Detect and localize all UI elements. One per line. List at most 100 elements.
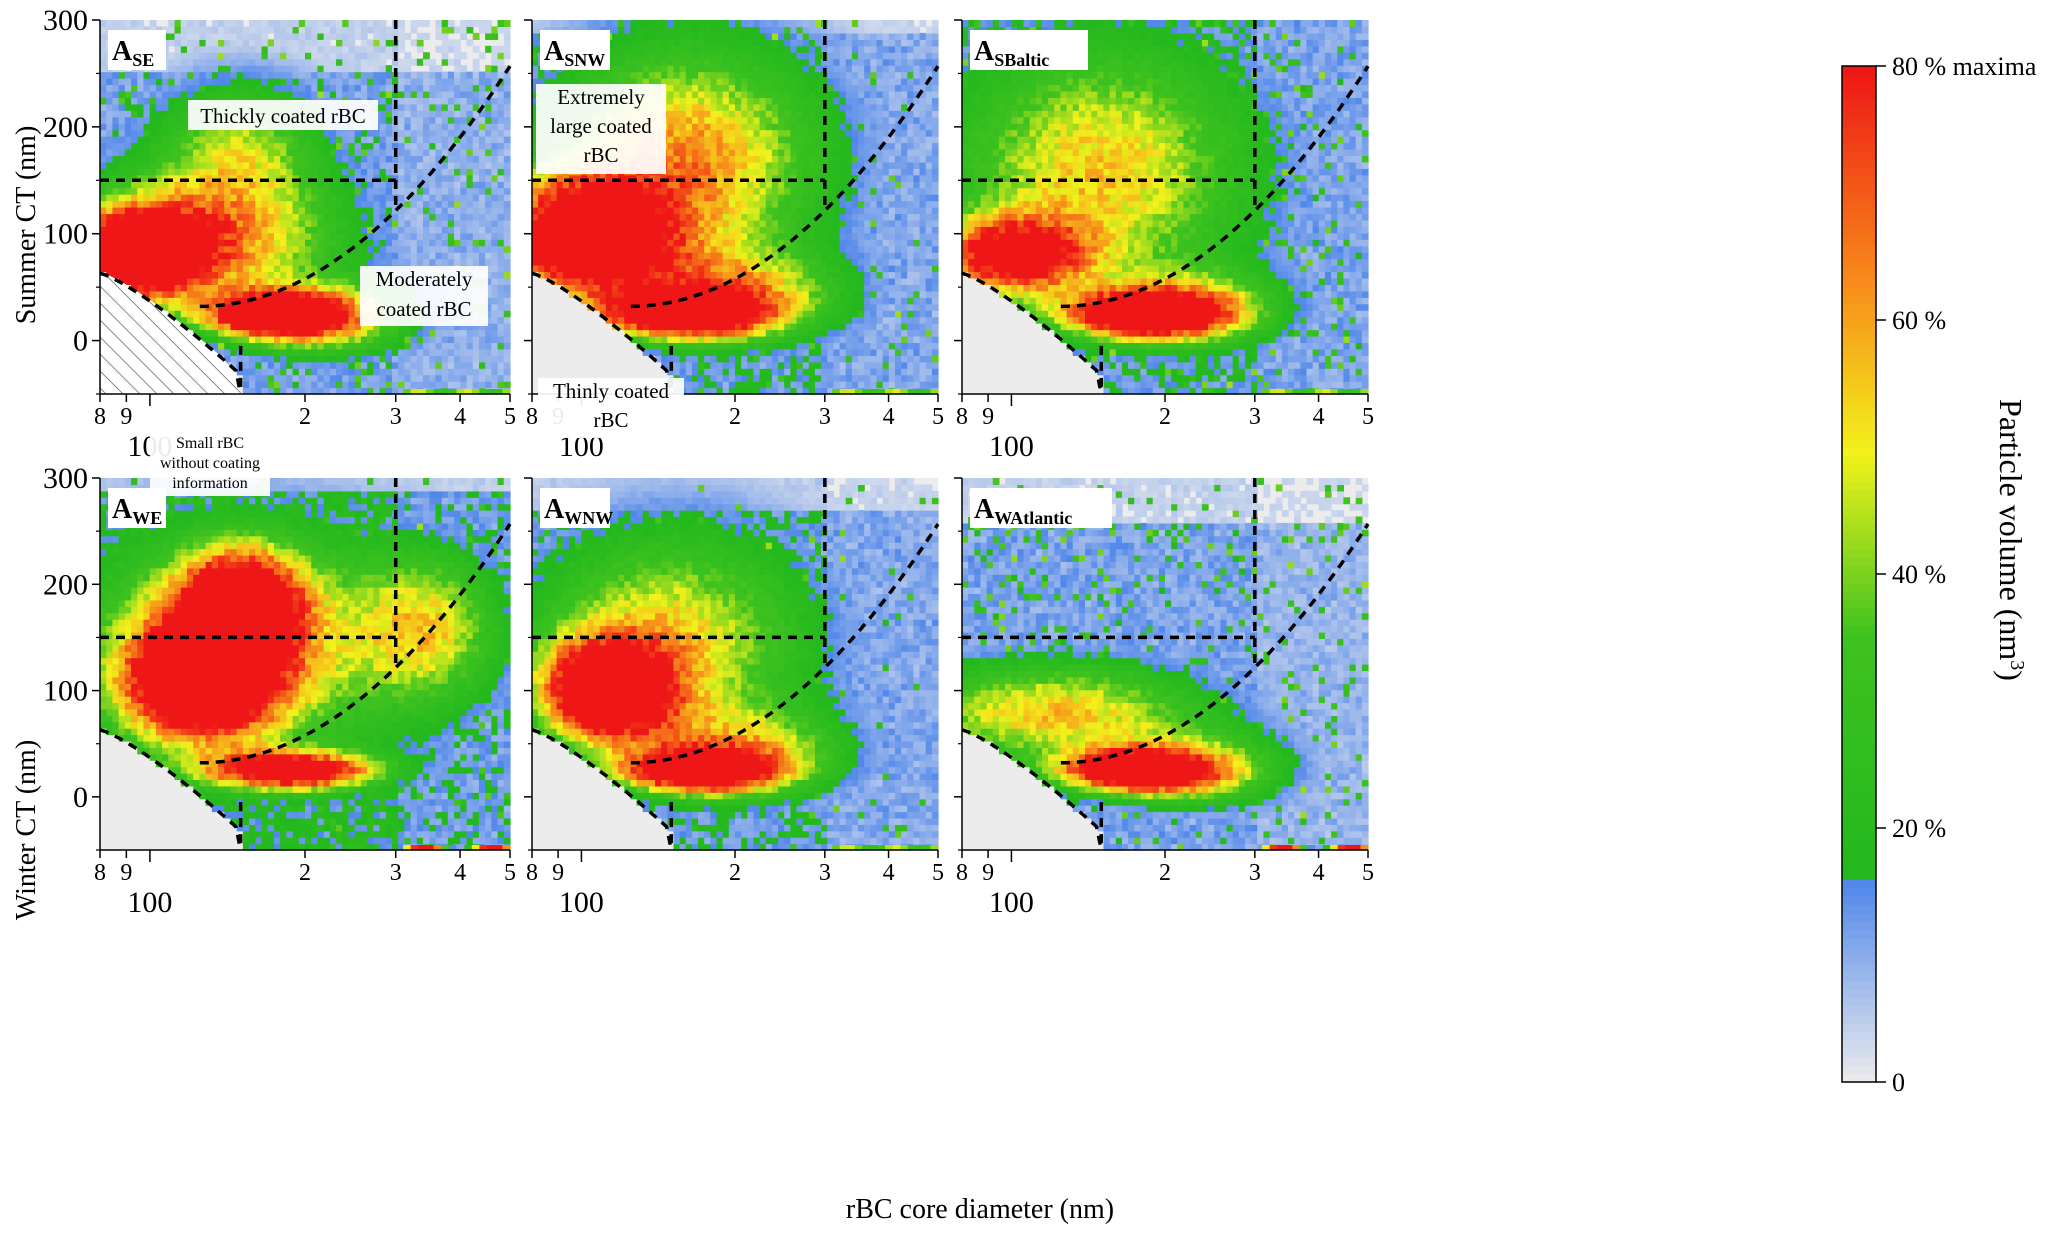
heatmap-cell [685,187,693,195]
heatmap-cell [273,335,281,344]
heatmap-cell [100,103,107,111]
heatmap-cell [379,103,387,111]
heatmap-cell [648,342,656,350]
heatmap-cell [336,303,343,311]
heatmap-cell [211,258,219,266]
heatmap-cell [211,277,219,285]
heatmap-cell [667,39,675,47]
heatmap-cell [673,355,681,363]
heatmap-cell [193,265,200,273]
heatmap-cell [280,252,287,260]
heatmap-cell [556,71,564,79]
heatmap-cell [186,161,194,169]
heatmap-cell [224,71,232,79]
heatmap-cell [249,26,256,34]
heatmap-cell [679,142,687,150]
heatmap-cell [373,136,381,144]
heatmap-cell [249,316,256,324]
heatmap-cell [667,316,675,324]
heatmap-cell [342,348,350,356]
heatmap-cell [491,26,499,34]
heatmap-cell [186,181,194,189]
heatmap-cell [317,342,325,350]
heatmap-cell [441,213,449,221]
heatmap-cell [460,219,468,227]
heatmap-cell [336,136,343,144]
heatmap-cell [193,232,200,240]
heatmap-cell [404,329,412,337]
heatmap-cell [454,123,461,131]
heatmap-cell [441,71,449,79]
heatmap-cell [174,65,182,73]
heatmap-cell [673,45,681,53]
heatmap-cell [661,200,668,208]
heatmap-cell [454,39,461,47]
heatmap-cell [186,129,194,137]
heatmap-cell [311,219,319,227]
heatmap-cell [679,194,687,202]
heatmap-cell [329,323,337,331]
heatmap-cell [491,265,499,273]
heatmap-cell [398,103,405,111]
heatmap-cell [698,329,705,337]
heatmap-cell [354,78,362,86]
heatmap-cell [298,213,306,221]
heatmap-cell [497,187,505,195]
heatmap-cell [317,142,325,150]
heatmap-cell [286,26,294,34]
heatmap-cell [472,381,480,389]
heatmap-cell [255,32,263,40]
heatmap-cell [593,181,601,189]
heatmap-cell [367,45,374,53]
heatmap-cell [373,90,381,98]
heatmap-cell [447,187,455,195]
heatmap-cell [236,90,244,98]
heatmap-cell [704,232,711,240]
heatmap-cell [685,129,693,137]
heatmap-cell [298,310,306,318]
heatmap-cell [267,45,275,53]
heatmap-cell [466,39,474,47]
heatmap-cell [224,232,232,240]
heatmap-cell [485,258,492,266]
heatmap-cell [100,239,107,247]
heatmap-cell [605,174,613,182]
heatmap-cell [704,323,711,331]
heatmap-cell [242,265,250,273]
heatmap-cell [273,297,281,305]
heatmap-cell [423,232,430,240]
heatmap-cell [556,239,564,247]
heatmap-cell [485,355,492,363]
heatmap-cell [336,232,343,240]
heatmap-cell [429,84,437,92]
heatmap-cell [249,129,256,137]
heatmap-cell [106,136,114,144]
heatmap-cell [124,148,132,157]
heatmap-cell [460,65,468,73]
heatmap-cell [205,316,213,324]
heatmap-cell [218,65,225,73]
heatmap-cell [298,65,306,73]
heatmap-cell [472,200,480,208]
heatmap-cell [691,219,699,227]
heatmap-cell [242,297,250,305]
heatmap-cell [180,90,188,98]
heatmap-cell [429,78,437,86]
heatmap-cell [174,148,182,157]
heatmap-cell [131,129,138,137]
heatmap-cell [174,32,182,40]
heatmap-cell [205,168,213,176]
heatmap-cell [193,207,200,215]
heatmap-cell [429,123,437,131]
heatmap-cell [193,90,200,98]
heatmap-cell [478,174,486,182]
heatmap-cell [655,213,662,221]
heatmap-cell [218,45,225,53]
heatmap-cell [211,342,219,350]
heatmap-cell [155,187,163,195]
heatmap-cell [199,329,207,337]
heatmap-cell [242,213,250,221]
heatmap-cell [404,90,412,98]
heatmap-cell [410,252,418,260]
heatmap-cell [581,200,588,208]
